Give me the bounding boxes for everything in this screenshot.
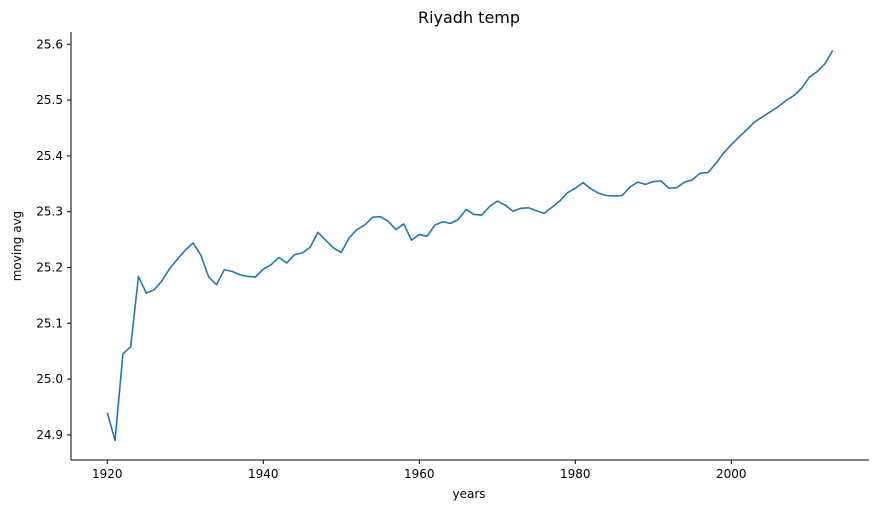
y-tick-label: 25.0 xyxy=(36,372,63,386)
chart-title: Riyadh temp xyxy=(418,8,520,27)
x-tick-label: 1940 xyxy=(248,467,279,481)
y-ticks: 24.9 25.0 25.1 25.2 25.3 25.4 25.5 25.6 xyxy=(36,37,71,442)
x-axis-label: years xyxy=(452,487,485,501)
y-tick-label: 25.2 xyxy=(36,260,63,274)
y-tick-label: 24.9 xyxy=(36,428,63,442)
plot-area xyxy=(106,50,834,442)
y-axis-label: moving avg xyxy=(10,211,24,282)
x-tick-label: 1980 xyxy=(560,467,591,481)
x-ticks: 1920 1940 1960 1980 2000 xyxy=(92,460,747,481)
y-tick-label: 25.1 xyxy=(36,316,63,330)
y-tick-label: 25.6 xyxy=(36,37,63,51)
x-tick-label: 2000 xyxy=(716,467,747,481)
x-tick-label: 1960 xyxy=(404,467,435,481)
y-tick-label: 25.5 xyxy=(36,93,63,107)
y-tick-label: 25.4 xyxy=(36,149,63,163)
series-line xyxy=(106,50,834,442)
x-tick-label: 1920 xyxy=(92,467,123,481)
y-tick-label: 25.3 xyxy=(36,205,63,219)
